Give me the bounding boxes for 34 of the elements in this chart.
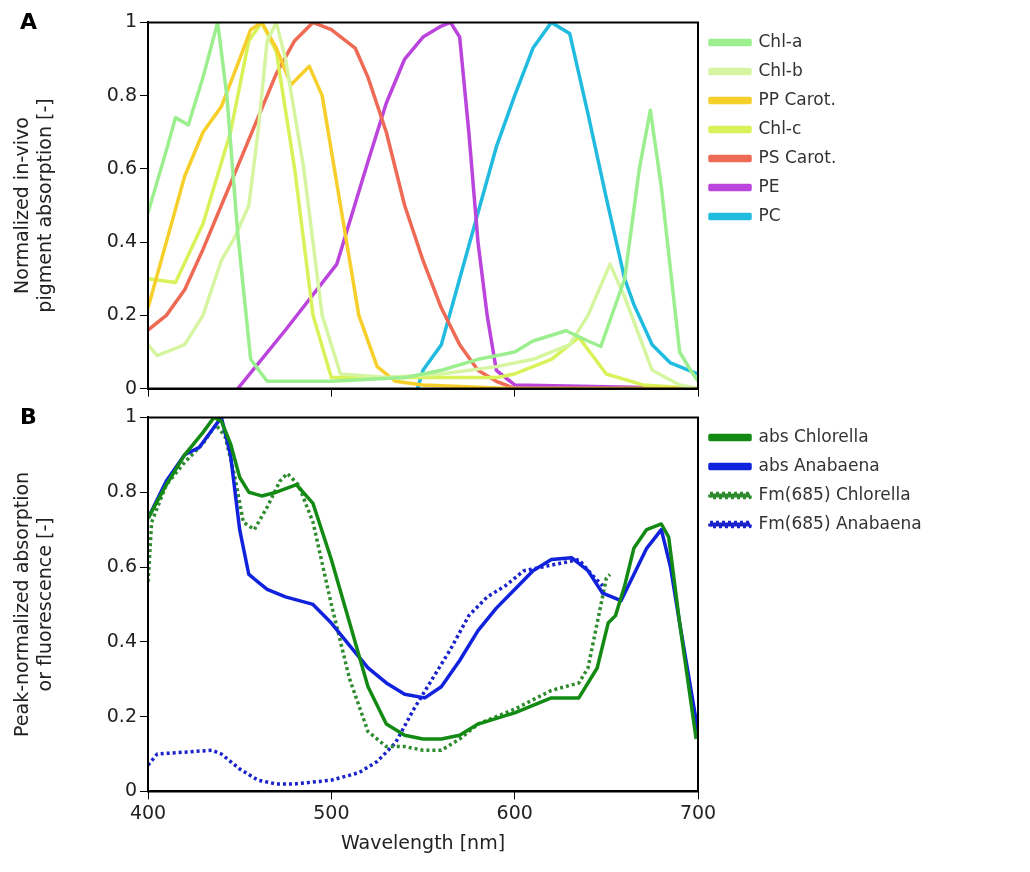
y-tick-label: 0.2	[106, 302, 137, 325]
legend-label: PP Carot.	[758, 88, 836, 109]
y-tick-label: 0.4	[106, 628, 137, 651]
x-tick-label: 600	[496, 800, 533, 823]
text: A	[20, 8, 38, 34]
legend-label: Chl-b	[758, 59, 803, 80]
line-series	[148, 423, 612, 753]
legend-label: PC	[758, 204, 781, 225]
x-tick-label: 500	[313, 800, 350, 823]
x-axis-title: Wavelength [nm]	[340, 830, 506, 853]
legend-label: Chl-a	[758, 30, 803, 51]
legend-label: Fm(685) Anabaena	[758, 512, 922, 533]
x-tick-label: 700	[679, 800, 717, 823]
y-tick-label: 1	[124, 404, 137, 427]
legend-label: Fm(685) Chlorella	[758, 483, 911, 504]
y-tick-label: 0.6	[106, 553, 137, 576]
y-axis-title: Normalized in-vivo pigment absorption [-]	[10, 98, 56, 313]
legend-label: PE	[758, 175, 780, 196]
legend-label: abs Chlorella	[758, 425, 869, 446]
y-tick-label: 0	[124, 375, 137, 398]
y-tick-label: 0.8	[106, 82, 137, 105]
text: B	[20, 403, 37, 429]
y-tick-label: 0.2	[106, 703, 137, 726]
y-tick-label: 1	[124, 9, 137, 32]
y-tick-label: 0.8	[106, 479, 137, 502]
legend-label: abs Anabaena	[758, 454, 880, 475]
y-axis-title: Peak-normalized absorption or fluorescence [-]	[10, 471, 56, 737]
line-series	[148, 557, 605, 786]
y-tick-label: 0	[124, 778, 137, 801]
y-tick-label: 0.6	[106, 155, 137, 178]
x-tick-label: 400	[129, 800, 167, 823]
legend-label: Chl-c	[758, 117, 802, 138]
legend-label: PS Carot.	[758, 146, 837, 167]
y-tick-label: 0.4	[106, 229, 137, 252]
